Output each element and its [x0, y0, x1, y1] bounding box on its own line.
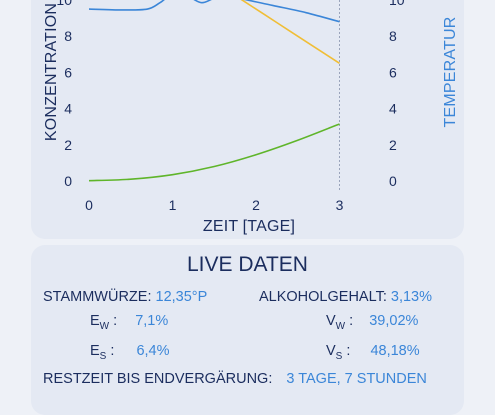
es-value: 6,4%: [136, 343, 170, 359]
right-tick-2: 4: [389, 101, 397, 117]
vs-label: VS :: [326, 343, 351, 362]
alkohol-row: ALKOHOLGEHALT: 3,13%: [259, 289, 432, 305]
stammwuerze-value: 12,35°P: [155, 289, 208, 305]
series-line-1: [88, 0, 340, 23]
ew-row: EW : 7,1%: [90, 313, 169, 332]
left-tick-3: 6: [64, 64, 72, 80]
fermentation-chart: 0 1 2 3 0 2 4 6 8 10 0 2 4 6 8 10 ZEIT [TAGE] KONZENTRA…: [43, 0, 459, 235]
vw-value: 39,02%: [369, 313, 419, 329]
right-axis-title: TEMPERATUR: [442, 16, 459, 127]
ew-label: EW :: [90, 313, 118, 332]
left-tick-2: 4: [64, 101, 72, 117]
stammwuerze-label: STAMMWÜRZE:: [43, 289, 152, 305]
alkohol-label: ALKOHOLGEHALT:: [259, 289, 387, 305]
vw-label: VW :: [326, 313, 354, 332]
series-line-2: [240, 0, 340, 65]
left-tick-5: 10: [56, 0, 72, 8]
left-tick-0: 0: [64, 173, 72, 189]
alkohol-value: 3,13%: [390, 289, 433, 305]
left-tick-1: 2: [64, 137, 72, 153]
vw-row: VW : 39,02%: [326, 313, 419, 332]
x-axis-title: ZEIT [TAGE]: [203, 218, 295, 235]
left-tick-4: 8: [64, 28, 72, 44]
left-axis-title: KONZENTRATION: [43, 3, 60, 141]
right-tick-3: 6: [389, 64, 397, 80]
restzeit-row: RESTZEIT BIS ENDVERGÄRUNG: 3 TAGE, 7 STU…: [43, 371, 427, 387]
ew-subscript: W: [99, 321, 110, 332]
es-label: ES :: [90, 343, 115, 362]
restzeit-value: 3 TAGE, 7 STUNDEN: [286, 371, 427, 387]
x-tick-0: 0: [85, 197, 93, 213]
live-data-card: [31, 245, 464, 415]
restzeit-label: RESTZEIT BIS ENDVERGÄRUNG:: [43, 371, 273, 387]
series-line-3: [88, 123, 340, 182]
es-subscript: S: [99, 351, 107, 362]
vw-subscript: W: [335, 321, 346, 332]
vs-row: VS : 48,18%: [326, 343, 420, 362]
right-tick-1: 2: [389, 137, 397, 153]
right-tick-4: 8: [389, 28, 397, 44]
live-data-title: LIVE DATEN: [187, 253, 308, 276]
right-tick-0: 0: [389, 173, 397, 189]
vs-value: 48,18%: [370, 343, 420, 359]
ew-value: 7,1%: [135, 313, 169, 329]
stammwuerze-row: STAMMWÜRZE: 12,35°P: [43, 289, 207, 305]
es-row: ES : 6,4%: [90, 343, 170, 362]
vs-subscript: S: [335, 351, 343, 362]
right-tick-5: 10: [389, 0, 405, 8]
x-tick-1: 1: [169, 197, 177, 213]
chart-card: [31, 0, 464, 239]
x-tick-3: 3: [336, 197, 344, 213]
x-tick-2: 2: [252, 197, 260, 213]
